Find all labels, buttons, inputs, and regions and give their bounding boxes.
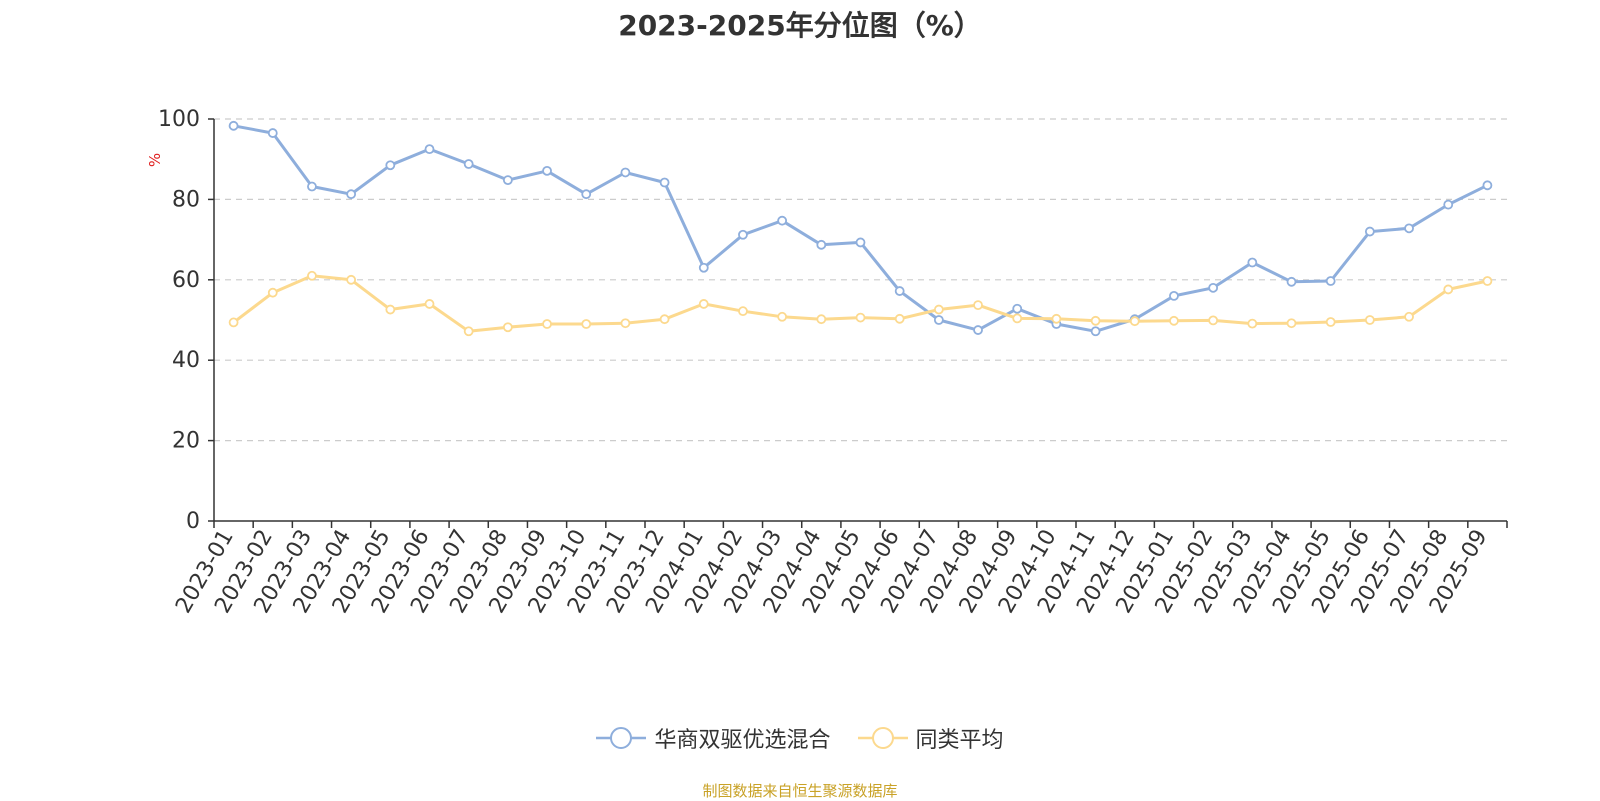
data-point-0[interactable]: [542, 165, 552, 176]
data-point-1[interactable]: [346, 274, 357, 285]
data-point-1[interactable]: [1169, 315, 1179, 326]
data-point-1[interactable]: [581, 319, 592, 329]
data-point-1[interactable]: [894, 313, 905, 324]
data-point-0[interactable]: [463, 159, 474, 169]
legend-item-fund[interactable]: 华商双驱优选混合: [596, 722, 831, 754]
data-point-0[interactable]: [738, 229, 748, 240]
legend: 华商双驱优选混合 同类平均: [0, 722, 1600, 757]
data-point-1[interactable]: [542, 319, 552, 329]
y-tick-label: 20: [172, 429, 200, 454]
data-point-1[interactable]: [228, 317, 239, 328]
data-point-1[interactable]: [1482, 276, 1493, 286]
data-point-1[interactable]: [307, 270, 317, 281]
data-point-1[interactable]: [855, 312, 866, 323]
data-point-1[interactable]: [620, 318, 631, 329]
data-point-1[interactable]: [1404, 311, 1414, 322]
data-point-0[interactable]: [228, 120, 239, 131]
data-point-0[interactable]: [1286, 276, 1297, 287]
data-point-0[interactable]: [933, 315, 944, 325]
data-point-1[interactable]: [816, 314, 827, 325]
data-point-1[interactable]: [385, 304, 396, 315]
grid-lines: [214, 118, 1507, 442]
data-point-1[interactable]: [738, 306, 748, 317]
data-point-1[interactable]: [1443, 284, 1454, 295]
data-point-0[interactable]: [1012, 303, 1023, 314]
data-point-0[interactable]: [1404, 223, 1414, 234]
data-point-0[interactable]: [385, 160, 396, 171]
data-point-1[interactable]: [1090, 315, 1101, 326]
y-tick-label: 0: [186, 509, 200, 534]
data-point-0[interactable]: [855, 237, 866, 248]
data-point-0[interactable]: [581, 189, 592, 200]
data-point-0[interactable]: [1208, 282, 1219, 293]
y-axis-label: %: [146, 153, 164, 167]
y-tick-label: 80: [172, 187, 200, 212]
data-point-1[interactable]: [1364, 315, 1375, 325]
data-point-1[interactable]: [1286, 318, 1297, 329]
axes: 0204060801002023-012023-022023-032023-04…: [158, 107, 1508, 618]
series-lines: [228, 120, 1493, 337]
data-point-1[interactable]: [659, 314, 670, 325]
data-point-0[interactable]: [1169, 290, 1179, 301]
data-point-0[interactable]: [307, 181, 317, 192]
data-point-0[interactable]: [1364, 226, 1375, 237]
data-point-1[interactable]: [1051, 313, 1062, 324]
data-point-0[interactable]: [346, 189, 357, 200]
legend-label-fund: 华商双驱优选混合: [654, 728, 831, 753]
data-point-0[interactable]: [1443, 199, 1454, 210]
series-line-0: [233, 124, 1489, 333]
data-point-1[interactable]: [933, 304, 944, 315]
data-point-1[interactable]: [267, 287, 278, 298]
data-point-0[interactable]: [1482, 180, 1493, 191]
y-tick-label: 40: [172, 348, 200, 373]
legend-label-peer-average: 同类平均: [915, 728, 1004, 753]
y-tick-label: 100: [158, 107, 200, 132]
data-point-0[interactable]: [659, 177, 670, 188]
data-point-0[interactable]: [816, 239, 827, 250]
data-point-1[interactable]: [698, 299, 709, 309]
data-point-0[interactable]: [424, 144, 435, 155]
data-point-1[interactable]: [1208, 315, 1219, 326]
data-point-1[interactable]: [1012, 313, 1023, 324]
data-point-1[interactable]: [502, 322, 513, 333]
data-point-1[interactable]: [1247, 318, 1258, 329]
source-note: 制图数据来自恒生聚源数据库: [702, 782, 898, 800]
legend-item-peer-average[interactable]: 同类平均: [857, 722, 1004, 754]
data-point-1[interactable]: [1129, 316, 1140, 327]
chart-title: 2023-2025年分位图（%）: [618, 9, 982, 42]
data-point-1[interactable]: [973, 300, 983, 311]
data-point-1[interactable]: [1325, 317, 1336, 327]
data-point-0[interactable]: [973, 325, 983, 335]
data-point-0[interactable]: [1247, 257, 1258, 268]
data-point-0[interactable]: [698, 262, 709, 273]
legend-swatch-peer-average-icon: [857, 727, 908, 749]
data-point-0[interactable]: [267, 128, 278, 138]
series-line-1: [232, 274, 1488, 333]
data-point-0[interactable]: [620, 167, 631, 178]
y-tick-label: 60: [172, 268, 200, 293]
data-point-0[interactable]: [1090, 326, 1101, 337]
data-point-0[interactable]: [777, 215, 788, 226]
data-point-0[interactable]: [1325, 276, 1336, 286]
data-point-0[interactable]: [502, 175, 513, 186]
data-point-1[interactable]: [463, 326, 474, 337]
data-point-0[interactable]: [894, 286, 905, 296]
data-point-1[interactable]: [777, 311, 788, 322]
data-point-1[interactable]: [424, 299, 435, 309]
legend-swatch-fund-icon: [596, 727, 647, 749]
